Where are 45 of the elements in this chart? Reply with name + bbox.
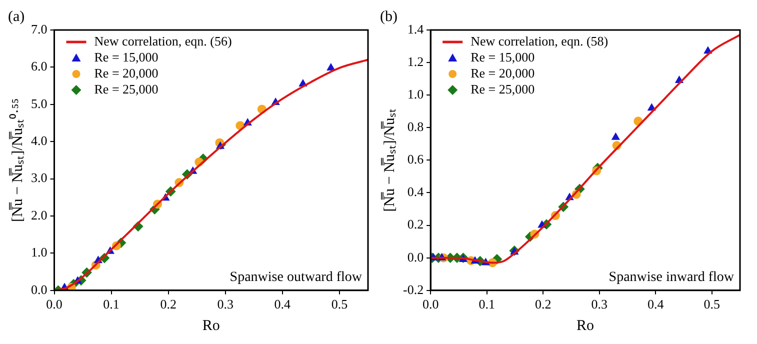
y-tick-label: 3.0	[31, 170, 48, 186]
x-tick-label: 0.0	[46, 296, 62, 312]
x-tick-label: 0.3	[217, 296, 234, 312]
y-tick-label: 5.0	[31, 96, 48, 111]
x-tick-label: 0.5	[704, 296, 720, 312]
x-tick-label: 0.4	[274, 296, 292, 312]
y-tick-label: 1.4	[407, 21, 424, 36]
y-tick-label: 0.4	[407, 184, 424, 200]
x-axis-title: Ro	[202, 318, 220, 334]
x-tick-label: 0.2	[534, 296, 552, 312]
y-tick-label: 0.2	[407, 216, 424, 232]
y-tick-label: 1.0	[31, 244, 48, 260]
y-tick-label: -0.2	[402, 282, 424, 297]
x-tick-label: 0.3	[591, 296, 608, 312]
y-tick-label: 0.8	[407, 119, 424, 134]
legend-label: Re = 15,000	[94, 49, 158, 64]
legend-label: Re = 25,000	[470, 81, 535, 96]
y-tick-label: 0.0	[407, 249, 424, 264]
y-axis-title: [N̿u − N̿uₛₜ]/N̿uₛₜ⁰·⁵⁵	[8, 98, 26, 222]
y-tick-label: 6.0	[31, 58, 48, 74]
y-tick-label: 4.0	[31, 133, 48, 148]
chart-title: (a)	[8, 8, 25, 25]
y-tick-label: 7.0	[31, 21, 48, 36]
legend-label: Re = 15,000	[470, 49, 535, 64]
x-tick-label: 0.2	[160, 296, 176, 312]
legend-label: New correlation, eqn. (56)	[94, 33, 232, 48]
annotation: Spanwise inward flow	[608, 270, 735, 286]
x-tick-label: 0.5	[331, 296, 348, 312]
y-axis-title: [N̿u − N̿uₛₜ]/N̿uₛₜ	[380, 108, 398, 212]
y-tick-label: 2.0	[31, 207, 48, 222]
y-tick-label: 0.6	[407, 152, 424, 167]
legend-label: New correlation, eqn. (58)	[470, 33, 608, 48]
y-tick-label: 0.0	[31, 282, 48, 297]
x-axis-title: Ro	[576, 318, 594, 334]
x-tick-label: 0.1	[478, 296, 495, 312]
x-tick-label: 0.0	[422, 296, 439, 312]
y-tick-label: 1.0	[407, 86, 424, 102]
legend-label: Re = 20,000	[470, 65, 535, 80]
legend-label: Re = 20,000	[94, 65, 158, 80]
chart-title: (b)	[380, 8, 398, 25]
x-tick-label: 0.4	[647, 296, 664, 312]
annotation: Spanwise outward flow	[230, 270, 363, 286]
x-tick-label: 0.1	[103, 296, 120, 312]
y-tick-label: 1.2	[407, 54, 424, 69]
legend-label: Re = 25,000	[94, 81, 158, 96]
